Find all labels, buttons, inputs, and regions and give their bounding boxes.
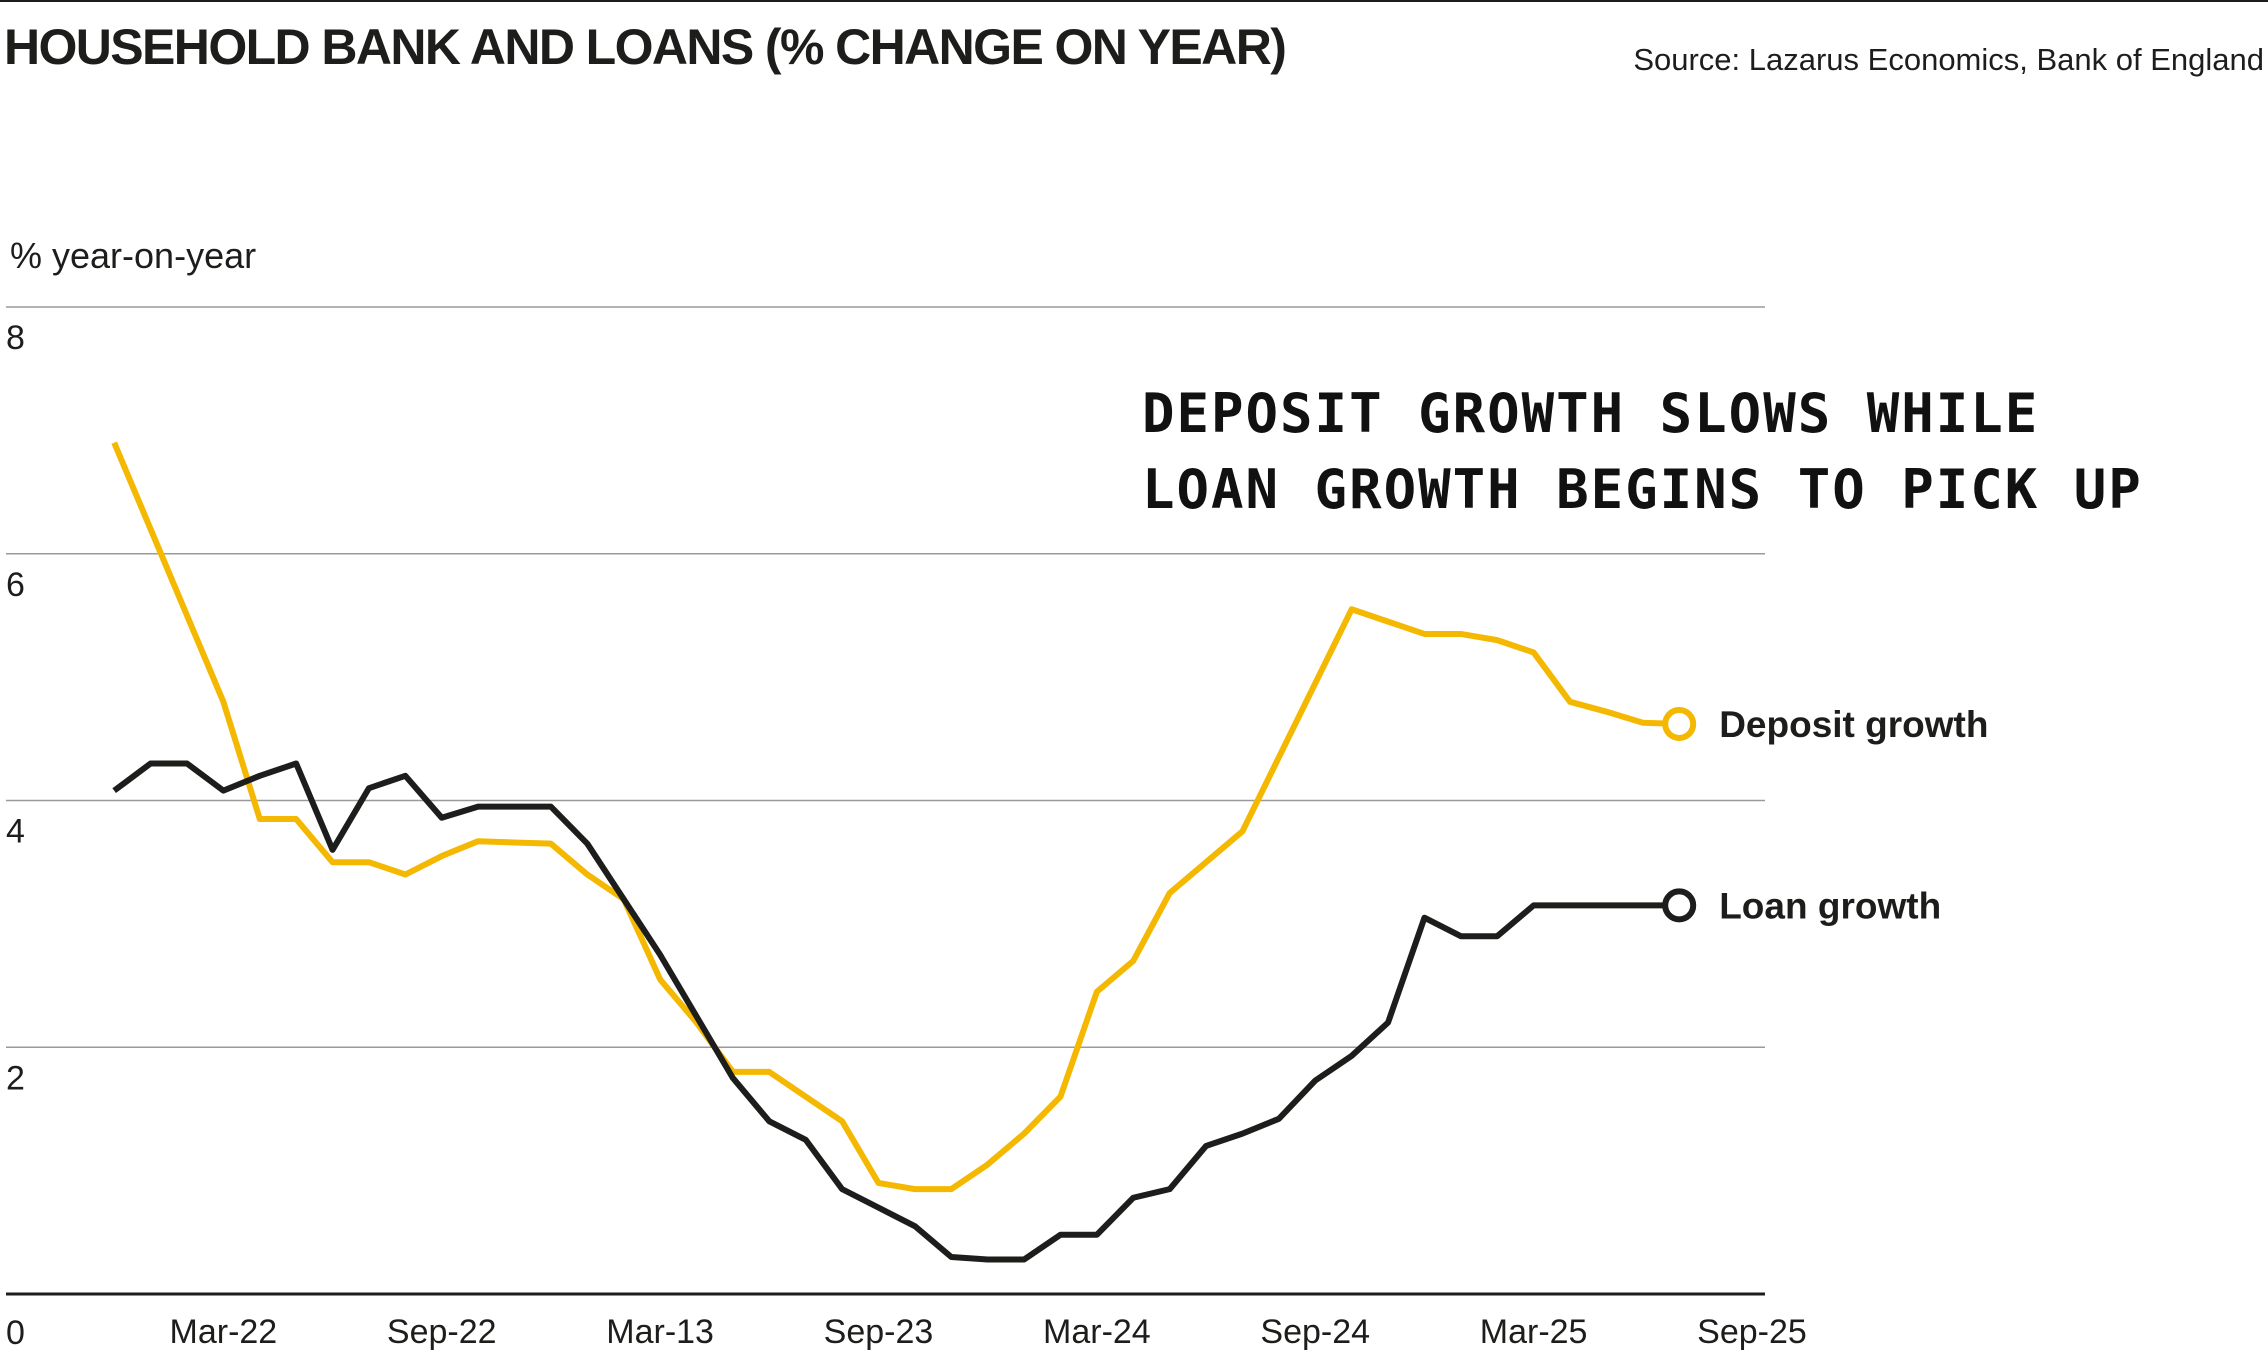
- y-axis-ticks: 0 2 4 6 8: [6, 319, 25, 1352]
- y-tick-label: 2: [6, 1059, 25, 1097]
- source-note: Source: Lazarus Economics, Bank of Engla…: [1633, 42, 2264, 77]
- x-tick-label: Mar-13: [606, 1313, 714, 1351]
- y-tick-label: 0: [6, 1314, 25, 1352]
- x-tick-label: Mar-24: [1043, 1313, 1151, 1351]
- y-tick-label: 4: [6, 813, 25, 851]
- x-tick-label: Sep-25: [1697, 1313, 1807, 1351]
- y-tick-label: 6: [6, 566, 25, 604]
- chart-title: HOUSEHOLD BANK AND LOANS (% CHANGE ON YE…: [4, 19, 1287, 75]
- x-tick-label: Sep-23: [824, 1313, 934, 1351]
- annotation-line: DEPOSIT GROWTH SLOWS WHILE: [1142, 382, 2039, 445]
- top-rule: [0, 0, 2268, 2]
- deposit-growth-line: [111, 441, 1680, 1193]
- x-tick-label: Sep-24: [1260, 1313, 1370, 1351]
- x-tick-label: Mar-22: [170, 1313, 278, 1351]
- y-tick-label: 8: [6, 319, 25, 357]
- deposit-series-label: Deposit growth: [1719, 704, 1988, 745]
- deposit-end-marker: [1662, 707, 1697, 742]
- x-tick-label: Mar-25: [1480, 1313, 1588, 1351]
- loan-growth-line: [112, 760, 1680, 1263]
- series-lines: Deposit growth Loan growth: [111, 441, 1988, 1263]
- loan-end-marker: [1662, 888, 1697, 923]
- loan-series-label: Loan growth: [1719, 885, 1941, 926]
- gridlines: [6, 306, 1765, 1296]
- x-axis-ticks: Mar-22 Sep-22 Mar-13 Sep-23 Mar-24 Sep-24 Mar-…: [170, 1313, 1807, 1351]
- y-axis-label: % year-on-year: [10, 235, 256, 276]
- annotation-line: LOAN GROWTH BEGINS TO PICK UP: [1142, 458, 2143, 521]
- x-tick-label: Sep-22: [387, 1313, 497, 1351]
- annotation: DEPOSIT GROWTH SLOWS WHILE LOAN GROWTH BE…: [1142, 382, 2143, 521]
